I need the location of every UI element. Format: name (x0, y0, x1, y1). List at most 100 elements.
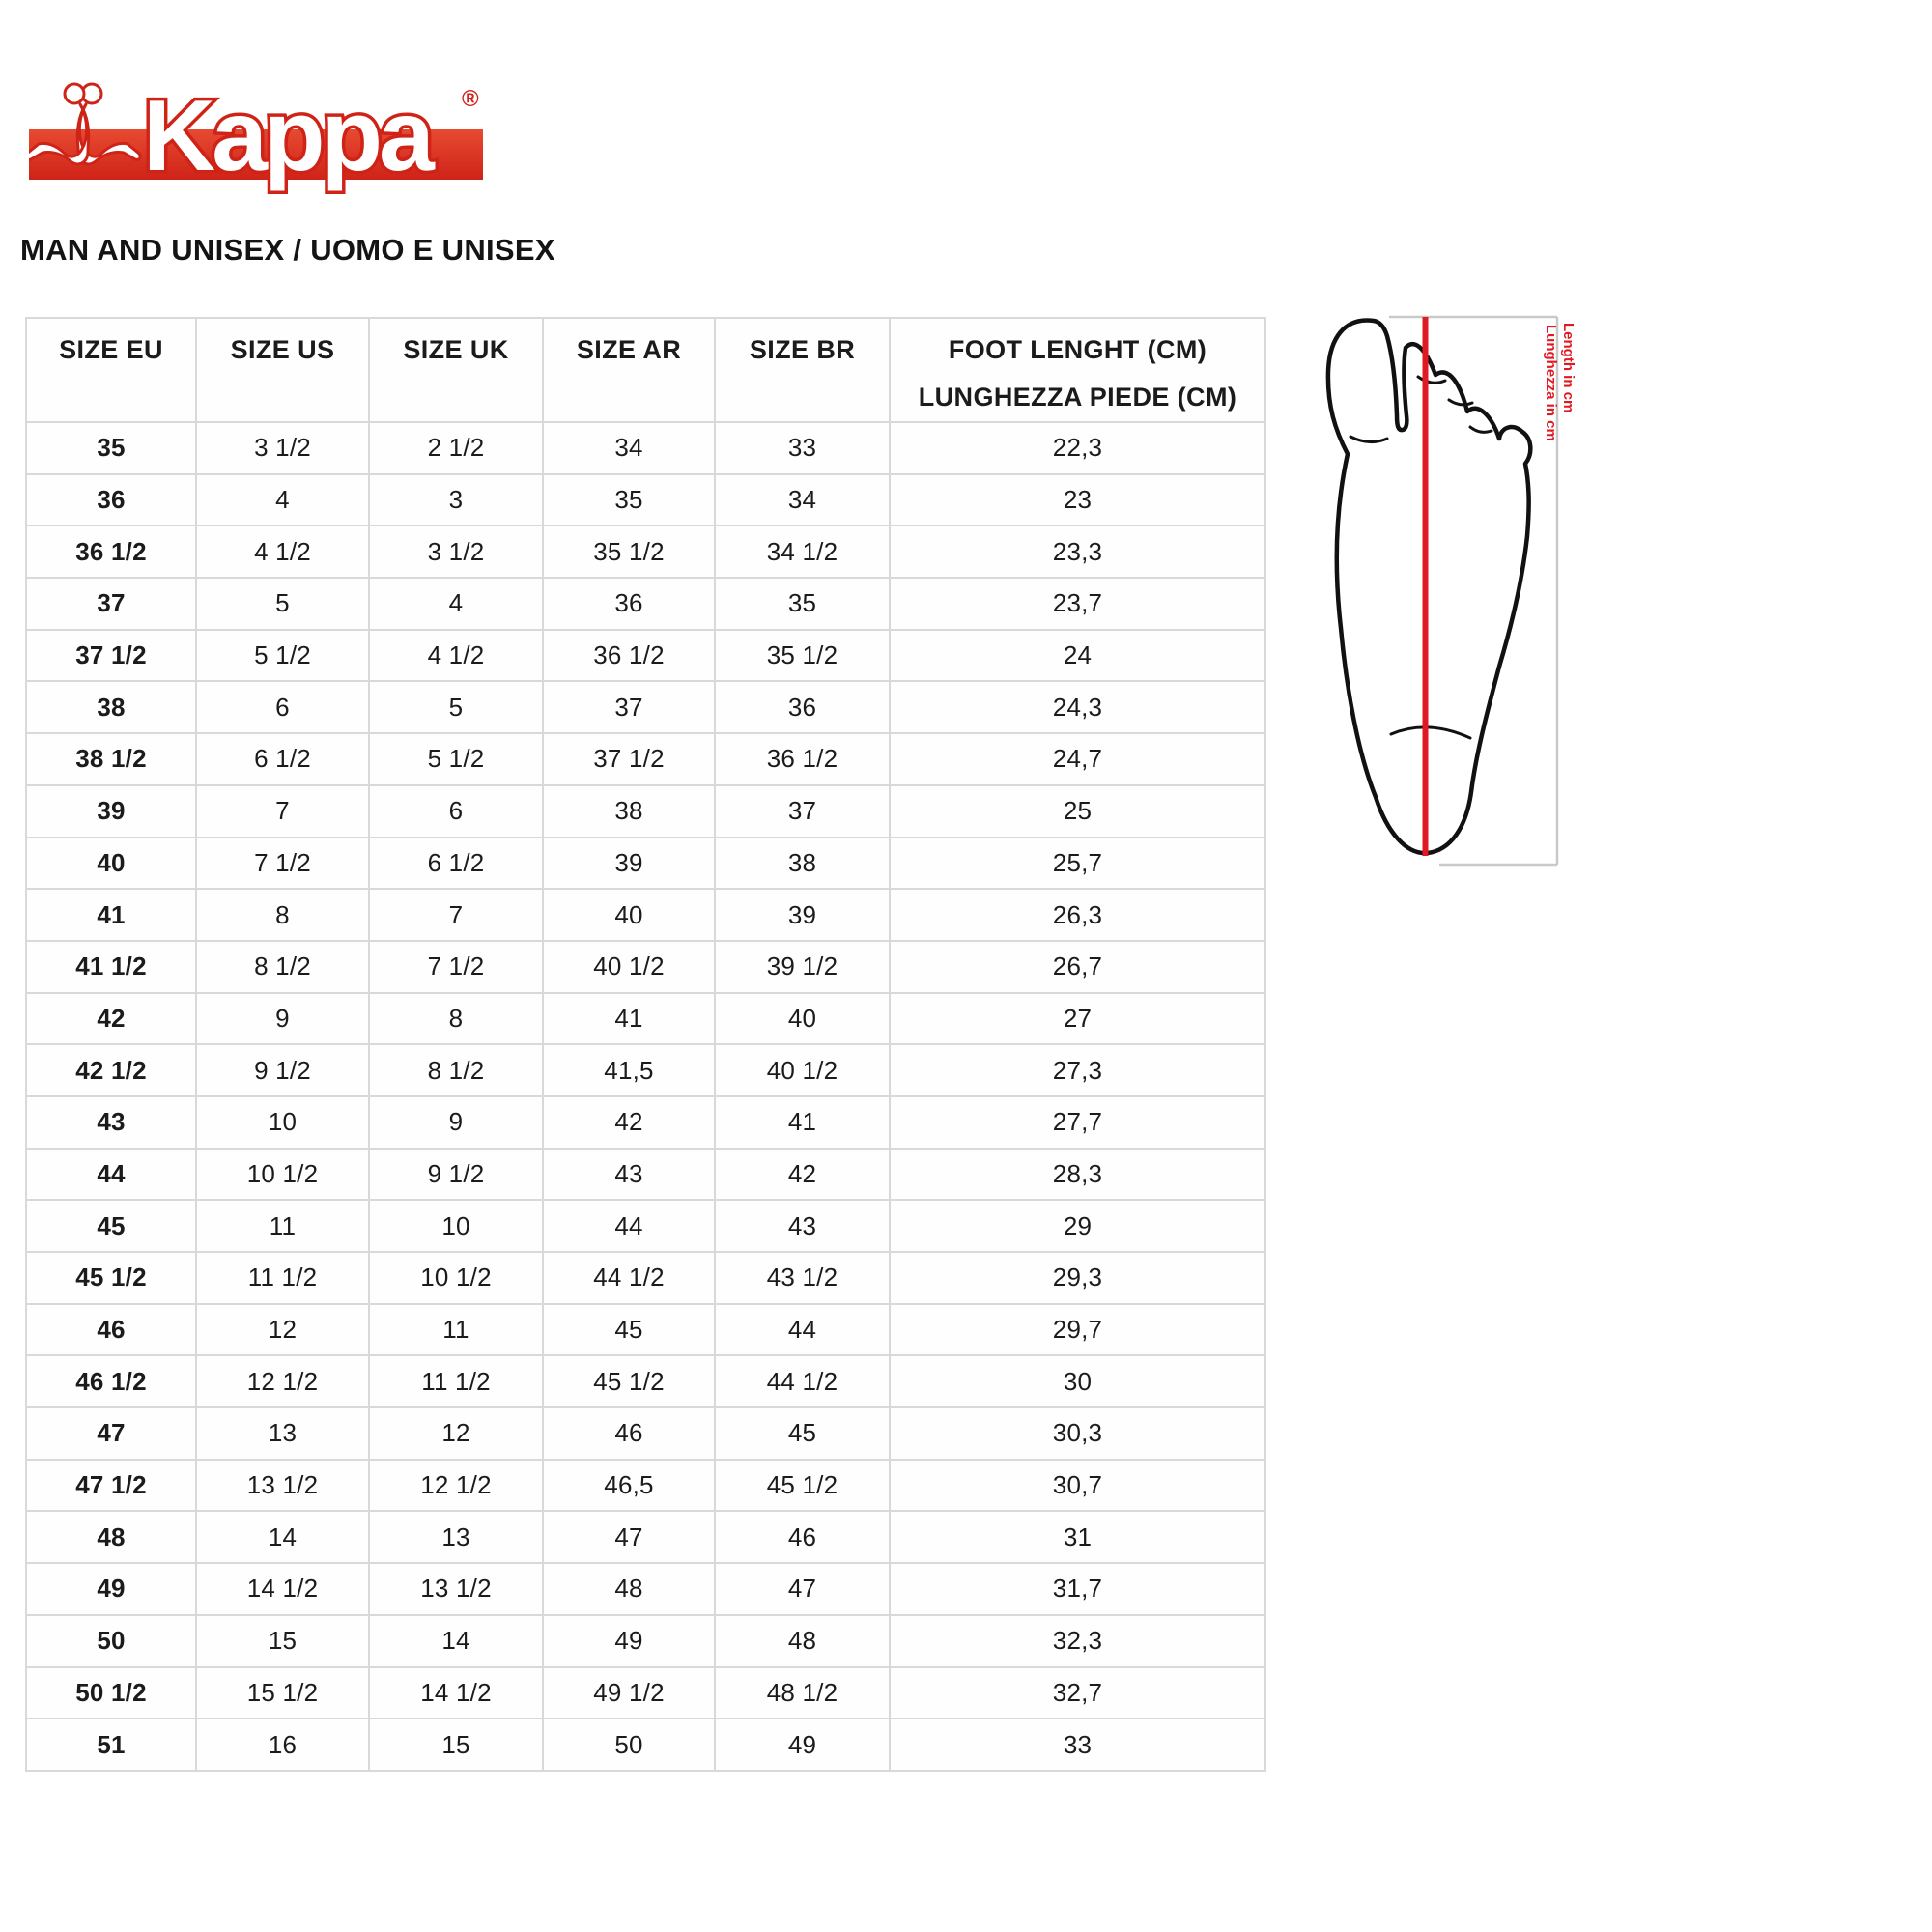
size-cell: 27,3 (889, 1043, 1266, 1097)
size-cell: 48 (714, 1613, 891, 1668)
size-cell: 9 (368, 1094, 544, 1150)
size-cell: 33 (889, 1718, 1266, 1772)
size-cell: 30 (889, 1354, 1266, 1409)
size-cell: 13 1/2 (195, 1458, 370, 1513)
size-cell: 35 (714, 577, 891, 631)
size-cell: 45 1/2 (542, 1354, 716, 1409)
size-cell: 9 (195, 991, 370, 1046)
size-cell: 42 (714, 1147, 891, 1202)
size-cell: 45 1/2 (25, 1251, 197, 1305)
size-cell: 51 (25, 1718, 197, 1772)
size-cell: 12 (195, 1302, 370, 1357)
size-cell: 47 (714, 1562, 891, 1616)
size-cell: 9 1/2 (195, 1043, 370, 1097)
size-cell: 5 (368, 680, 544, 735)
size-cell: 38 (25, 680, 197, 735)
table-row: 45 11 10 44 43 29 (25, 1199, 1266, 1253)
size-cell: 37 (542, 680, 716, 735)
size-cell: 9 1/2 (368, 1147, 544, 1202)
size-cell: 13 (368, 1510, 544, 1565)
size-cell: 36 1/2 (25, 525, 197, 580)
size-cell: 35 1/2 (542, 525, 716, 580)
size-cell: 14 (195, 1510, 370, 1565)
size-cell: 32,3 (889, 1613, 1266, 1668)
size-cell: 31 (889, 1510, 1266, 1565)
foot-length-header-it: LUNGHEZZA PIEDE (CM) (918, 383, 1237, 412)
size-cell: 35 1/2 (714, 628, 891, 683)
size-cell: 24 (889, 628, 1266, 683)
size-cell: 10 1/2 (368, 1251, 544, 1305)
size-cell: 42 1/2 (25, 1043, 197, 1097)
size-cell: 44 (542, 1199, 716, 1253)
size-cell: 8 (368, 991, 544, 1046)
size-cell: 27,7 (889, 1094, 1266, 1150)
table-row: 38 1/2 6 1/2 5 1/2 37 1/2 36 1/2 24,7 (25, 732, 1266, 786)
size-cell: 22,3 (889, 421, 1266, 475)
size-cell: 49 (542, 1613, 716, 1668)
size-cell: 36 1/2 (542, 628, 716, 683)
size-cell: 37 1/2 (25, 628, 197, 683)
size-cell: 43 1/2 (714, 1251, 891, 1305)
size-cell: 6 (195, 680, 370, 735)
size-cell: 2 1/2 (368, 421, 544, 475)
table-row: 46 12 11 45 44 29,7 (25, 1302, 1266, 1357)
table-row: 42 9 8 41 40 27 (25, 991, 1266, 1046)
table-row: 43 10 9 42 41 27,7 (25, 1094, 1266, 1150)
size-cell: 41,5 (542, 1043, 716, 1097)
size-cell: 4 (195, 472, 370, 527)
size-cell: 46 (542, 1406, 716, 1461)
size-cell: 34 (714, 472, 891, 527)
size-cell: 35 (25, 421, 197, 475)
size-cell: 38 (542, 783, 716, 838)
kappa-logo: Kappa ® (29, 77, 483, 196)
size-cell: 11 1/2 (195, 1251, 370, 1305)
size-cell: 15 (368, 1718, 544, 1772)
size-cell: 4 1/2 (368, 628, 544, 683)
table-row: 38 6 5 37 36 24,3 (25, 680, 1266, 735)
size-cell: 47 (542, 1510, 716, 1565)
size-cell: 40 (542, 888, 716, 942)
size-cell: 24,3 (889, 680, 1266, 735)
size-cell: 12 1/2 (368, 1458, 544, 1513)
column-header-size-br: SIZE BR (714, 317, 891, 423)
size-cell: 14 (368, 1613, 544, 1668)
size-cell: 48 1/2 (714, 1665, 891, 1720)
size-cell: 40 1/2 (542, 939, 716, 994)
length-label-en: Length in cm (1560, 323, 1577, 412)
size-cell: 34 1/2 (714, 525, 891, 580)
size-cell: 37 (714, 783, 891, 838)
table-row: 49 14 1/2 13 1/2 48 47 31,7 (25, 1562, 1266, 1616)
column-header-size-uk: SIZE UK (368, 317, 544, 423)
size-cell: 39 (25, 783, 197, 838)
size-cell: 35 (542, 472, 716, 527)
size-cell: 36 (542, 577, 716, 631)
registered-trademark-icon: ® (462, 86, 479, 112)
size-cell: 45 1/2 (714, 1458, 891, 1513)
size-cell: 38 1/2 (25, 732, 197, 786)
foot-outline (1325, 318, 1533, 856)
size-cell: 14 1/2 (368, 1665, 544, 1720)
table-row: 41 1/2 8 1/2 7 1/2 40 1/2 39 1/2 26,7 (25, 939, 1266, 994)
size-cell: 32,7 (889, 1665, 1266, 1720)
table-row: 36 1/2 4 1/2 3 1/2 35 1/2 34 1/2 23,3 (25, 525, 1266, 580)
size-cell: 36 (714, 680, 891, 735)
size-cell: 13 (195, 1406, 370, 1461)
size-cell: 50 (542, 1718, 716, 1772)
size-cell: 4 1/2 (195, 525, 370, 580)
column-header-size-eu: SIZE EU (25, 317, 197, 423)
size-cell: 23,7 (889, 577, 1266, 631)
table-row: 48 14 13 47 46 31 (25, 1510, 1266, 1565)
foot-length-header-en: FOOT LENGHT (CM) (948, 335, 1208, 364)
size-cell: 3 1/2 (368, 525, 544, 580)
size-cell: 40 (25, 836, 197, 891)
size-table-body: 35 3 1/2 2 1/2 34 33 22,3 36 4 3 35 34 23 36 1/2 4 1/… (25, 421, 1266, 1772)
size-cell: 50 1/2 (25, 1665, 197, 1720)
size-cell: 12 (368, 1406, 544, 1461)
size-cell: 8 1/2 (195, 939, 370, 994)
size-cell: 23,3 (889, 525, 1266, 580)
size-cell: 43 (25, 1094, 197, 1150)
size-cell: 36 1/2 (714, 732, 891, 786)
size-cell: 48 (25, 1510, 197, 1565)
size-cell: 39 1/2 (714, 939, 891, 994)
kappa-logo-text: Kappa (143, 80, 436, 192)
